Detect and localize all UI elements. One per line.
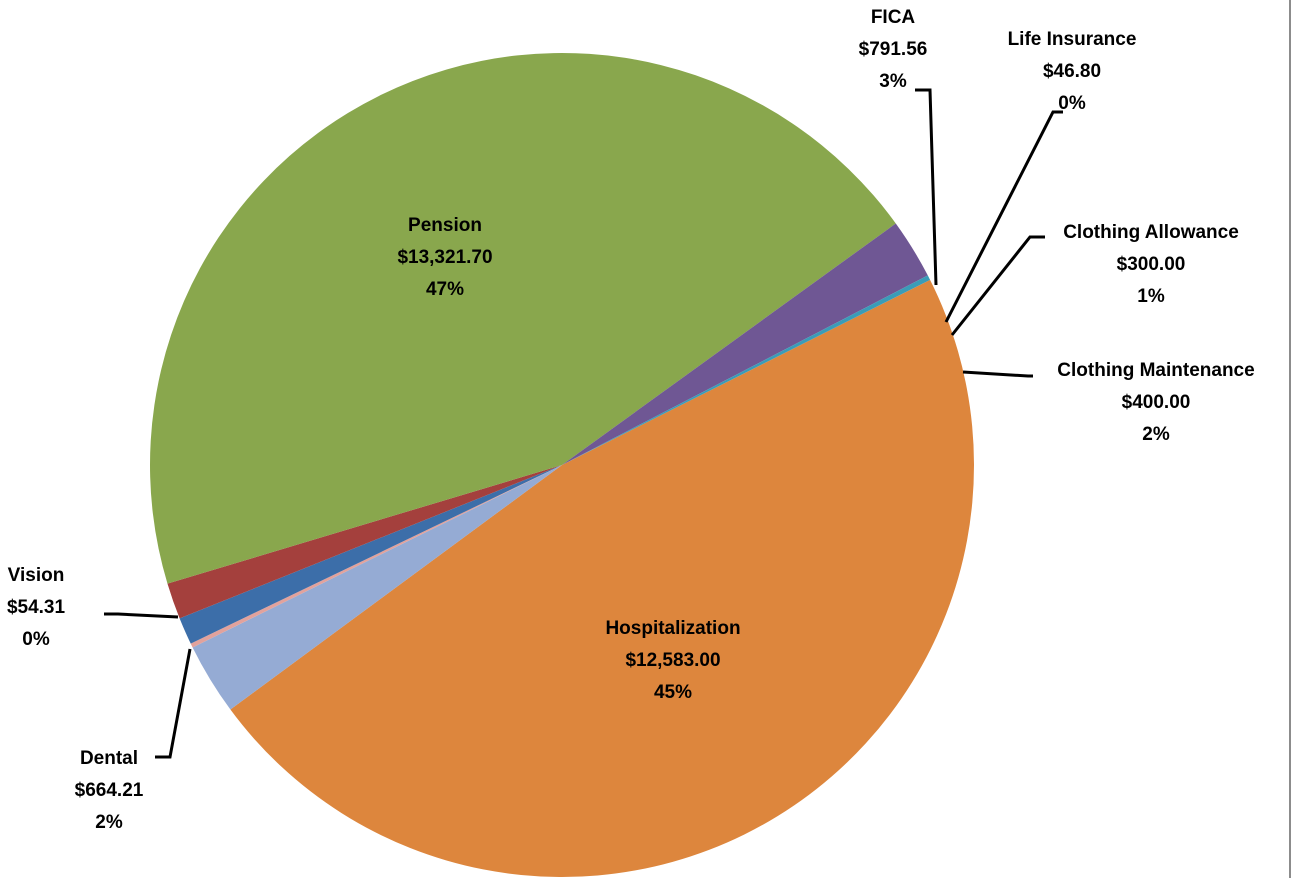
leader-lines xyxy=(104,88,1063,759)
data-label-dental-value: $664.21 xyxy=(75,780,144,801)
data-label-hospitalization: Hospitalization $12,583.00 45% xyxy=(605,618,740,703)
pie-slice-dental xyxy=(562,223,928,465)
data-label-vision: Vision $54.31 0% xyxy=(7,565,66,650)
data-label-clothing-allowance-value: $300.00 xyxy=(1117,254,1186,275)
data-label-pension-percent: 47% xyxy=(426,279,464,300)
pie-slice-clothing-allowance xyxy=(179,465,562,644)
data-label-pension-value: $13,321.70 xyxy=(397,247,492,268)
data-label-dental-percent: 2% xyxy=(95,812,123,833)
data-label-fica-value: $791.56 xyxy=(859,39,928,60)
data-label-vision-percent: 0% xyxy=(22,629,50,650)
data-label-clothing-maintenance-value: $400.00 xyxy=(1122,392,1191,413)
pie-slice-hospitalization xyxy=(150,53,896,584)
data-label-dental-name: Dental xyxy=(80,748,138,769)
data-labels: Pension $13,321.70 47% FICA $791.56 3% Life In… xyxy=(7,7,1255,833)
leader-line-clothing-maintenance xyxy=(962,370,1033,378)
data-label-hospitalization-percent: 45% xyxy=(654,682,692,703)
pie-slice-fica xyxy=(192,465,562,710)
data-label-fica: FICA $791.56 3% xyxy=(859,7,928,92)
leader-line-life-insurance xyxy=(944,110,1063,323)
data-label-life-insurance-value: $46.80 xyxy=(1043,61,1101,82)
data-label-clothing-maintenance: Clothing Maintenance $400.00 2% xyxy=(1057,360,1254,445)
data-label-dental: Dental $664.21 2% xyxy=(75,748,144,833)
leader-line-vision xyxy=(104,612,179,619)
data-label-clothing-allowance: Clothing Allowance $300.00 1% xyxy=(1063,222,1239,307)
data-label-clothing-maintenance-percent: 2% xyxy=(1142,424,1170,445)
pie-slice-life-insurance xyxy=(190,465,562,648)
data-label-hospitalization-value: $12,583.00 xyxy=(625,650,720,671)
data-label-life-insurance: Life Insurance $46.80 0% xyxy=(1008,29,1137,114)
data-label-vision-name: Vision xyxy=(8,565,65,586)
data-label-clothing-allowance-percent: 1% xyxy=(1137,286,1165,307)
data-label-pension-name: Pension xyxy=(408,215,482,236)
data-label-clothing-allowance-name: Clothing Allowance xyxy=(1063,222,1239,243)
pie-slice-pension xyxy=(230,279,975,878)
data-label-fica-percent: 3% xyxy=(879,71,907,92)
data-label-vision-value: $54.31 xyxy=(7,597,66,618)
pie-slice-clothing-maintenance xyxy=(167,465,562,619)
data-label-hospitalization-name: Hospitalization xyxy=(605,618,740,639)
data-label-clothing-maintenance-name: Clothing Maintenance xyxy=(1057,360,1254,381)
leader-line-clothing-allowance xyxy=(950,235,1045,336)
data-label-fica-name: FICA xyxy=(871,7,916,28)
data-label-life-insurance-name: Life Insurance xyxy=(1008,29,1137,50)
leader-line-fica xyxy=(915,88,938,286)
data-label-life-insurance-percent: 0% xyxy=(1058,93,1086,114)
pie-slice-vision xyxy=(562,275,931,465)
data-label-pension: Pension $13,321.70 47% xyxy=(397,215,492,300)
pie-slices xyxy=(150,53,975,878)
leader-line-dental xyxy=(155,648,192,759)
